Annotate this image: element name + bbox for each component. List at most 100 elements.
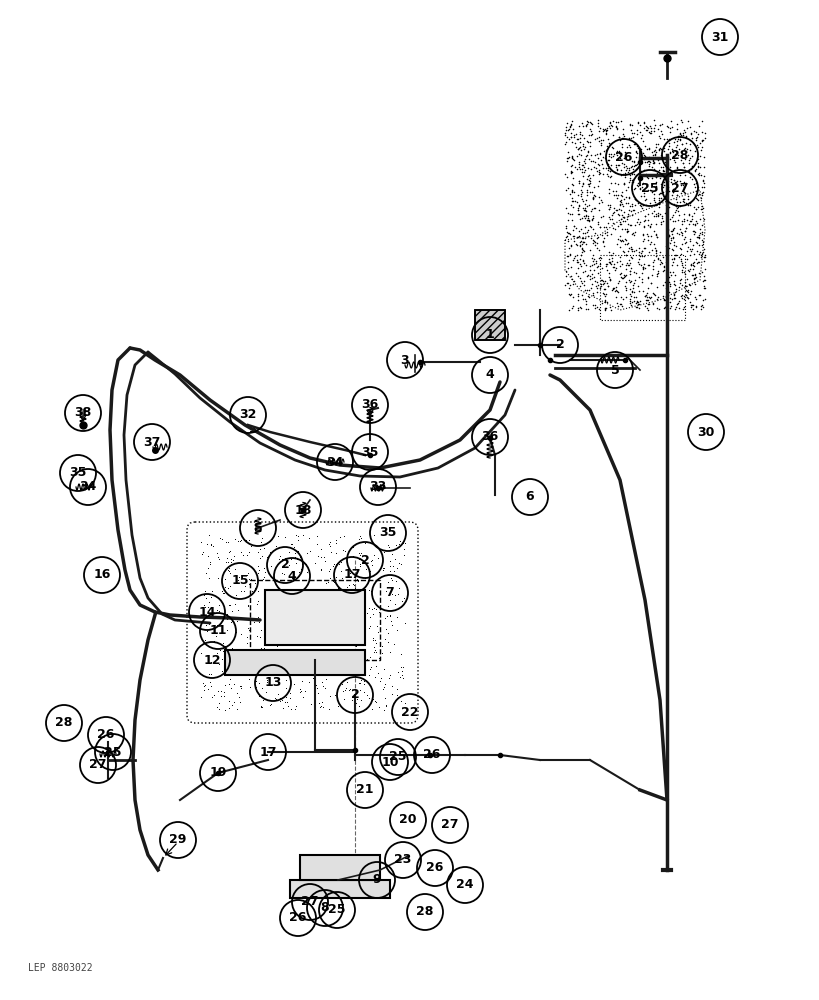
Point (631, 115, 644, 131)
Point (595, 208, 609, 224)
Point (581, 208, 594, 224)
Point (639, 287, 652, 303)
Point (203, 556, 216, 572)
Point (563, 119, 576, 135)
Point (646, 143, 659, 159)
Point (357, 648, 370, 664)
Point (591, 157, 604, 173)
Point (623, 291, 636, 307)
Point (283, 641, 296, 657)
Point (670, 131, 683, 147)
Point (594, 152, 607, 168)
Point (223, 700, 236, 716)
Point (637, 248, 650, 264)
Point (288, 701, 301, 717)
Point (687, 143, 700, 159)
Point (590, 229, 604, 245)
Point (377, 544, 390, 560)
Point (637, 212, 650, 228)
Point (312, 695, 325, 711)
Point (363, 618, 376, 634)
Point (261, 627, 274, 643)
Point (643, 289, 656, 305)
Point (286, 563, 299, 579)
Point (328, 687, 341, 703)
Point (252, 562, 265, 578)
Point (609, 118, 622, 134)
Point (685, 297, 698, 313)
Point (613, 289, 627, 305)
Point (632, 296, 645, 312)
Point (623, 288, 636, 304)
Point (603, 254, 616, 270)
Point (695, 217, 708, 233)
Point (689, 291, 702, 307)
Point (559, 218, 572, 234)
Text: 30: 30 (696, 426, 714, 438)
Point (675, 290, 688, 306)
Point (314, 694, 328, 710)
Point (590, 258, 604, 274)
Point (357, 684, 370, 700)
Point (337, 528, 351, 544)
Point (325, 617, 338, 633)
Point (688, 130, 701, 146)
Point (697, 211, 710, 227)
Point (577, 200, 590, 216)
Point (695, 113, 708, 129)
Point (379, 698, 392, 714)
Point (600, 224, 613, 240)
Point (241, 597, 254, 613)
Point (652, 192, 665, 208)
Point (680, 284, 693, 300)
Point (236, 547, 249, 563)
Point (561, 260, 574, 276)
Point (603, 272, 616, 288)
Point (624, 174, 637, 190)
Point (385, 572, 398, 588)
Point (576, 136, 589, 152)
Text: 22: 22 (400, 706, 419, 718)
Point (219, 611, 233, 627)
Point (647, 154, 660, 170)
Point (612, 143, 625, 159)
Point (565, 298, 578, 314)
Point (657, 177, 670, 193)
Point (364, 659, 378, 675)
Point (351, 613, 364, 629)
Point (390, 537, 403, 553)
Point (586, 190, 599, 206)
Point (677, 141, 690, 157)
Point (614, 196, 627, 212)
Point (564, 238, 577, 254)
Point (261, 630, 274, 646)
Point (629, 295, 642, 311)
Point (664, 164, 677, 180)
Point (257, 634, 270, 650)
Point (581, 178, 595, 194)
Point (614, 113, 627, 129)
Point (627, 227, 640, 243)
Point (316, 678, 329, 694)
Point (663, 278, 676, 294)
Point (633, 214, 646, 230)
Point (272, 599, 285, 615)
Point (625, 174, 638, 190)
Point (220, 554, 233, 570)
Point (584, 203, 597, 219)
Point (289, 555, 302, 571)
Point (596, 233, 609, 249)
Point (660, 173, 673, 189)
Point (314, 561, 327, 577)
Point (565, 149, 578, 165)
Point (222, 676, 235, 692)
Point (294, 618, 307, 634)
Point (660, 222, 673, 238)
Point (288, 545, 301, 561)
Point (352, 547, 365, 563)
Point (319, 647, 333, 663)
Point (224, 671, 237, 687)
Point (623, 170, 636, 186)
Point (206, 538, 219, 554)
Point (681, 191, 694, 207)
